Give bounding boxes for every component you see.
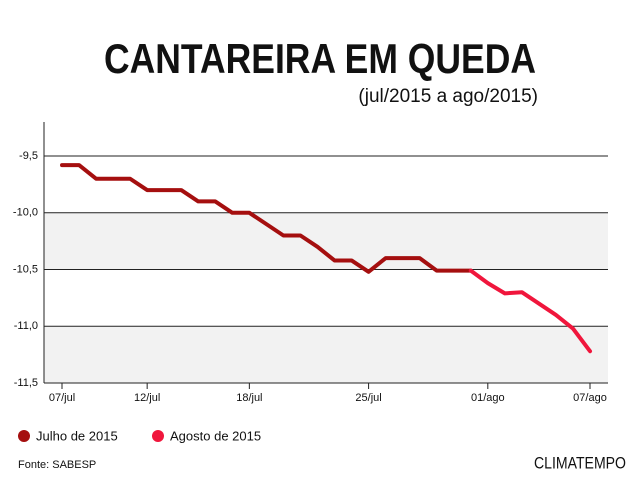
x-tick-label: 01/ago (471, 392, 505, 404)
grid-band (44, 212, 608, 270)
brand-logo: CLIMATEMPO (534, 453, 626, 472)
legend-swatch (18, 430, 30, 442)
x-tick-label: 12/jul (134, 392, 160, 404)
legend-swatch (152, 430, 164, 442)
legend-label: Agosto de 2015 (170, 428, 261, 443)
chart-subtitle: (jul/2015 a ago/2015) (358, 86, 538, 107)
y-tick-label: -9,5 (19, 150, 38, 162)
x-tick-label: 25/jul (355, 392, 381, 404)
plot-background (44, 212, 608, 383)
x-tick-label: 18/jul (236, 392, 262, 404)
x-tick-label: 07/jul (49, 392, 75, 404)
chart-title: CANTAREIRA EM QUEDA (104, 35, 536, 82)
legend-item: Agosto de 2015 (152, 428, 261, 443)
data-line (468, 268, 592, 354)
y-tick-label: -11,0 (14, 320, 38, 332)
grid-band (44, 326, 608, 383)
x-tick-label: 07/ago (573, 392, 607, 404)
legend-label: Julho de 2015 (36, 428, 118, 443)
source: Fonte: SABESP (18, 459, 96, 471)
data-line (60, 163, 473, 274)
legend-item: Julho de 2015 (18, 428, 118, 443)
y-tick-label: -11,5 (14, 377, 38, 389)
y-tick-label: -10,5 (13, 263, 38, 275)
y-tick-label: -10,0 (13, 207, 38, 219)
